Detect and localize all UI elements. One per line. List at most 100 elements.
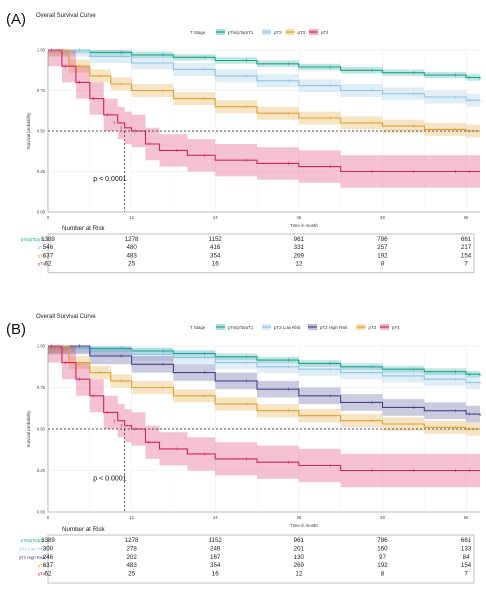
risk-row-label: pT2 High Risk [19, 555, 46, 560]
risk-cell: 25 [128, 261, 135, 268]
legend-item: pT3 [285, 29, 306, 35]
legend-label: pT3 [369, 325, 377, 330]
risk-cell: 201 [294, 545, 305, 552]
risk-cell: 786 [377, 236, 388, 243]
risk-row-label: pT3 [38, 253, 46, 258]
risk-cell: 1152 [209, 236, 223, 243]
risk-row-label: pT2 [38, 245, 46, 250]
confidence-band [48, 50, 480, 109]
risk-cell: 160 [377, 545, 388, 552]
x-tick-label: 60 [464, 215, 469, 220]
risk-cell: 167 [210, 554, 221, 561]
risk-cell: 130 [294, 554, 305, 561]
risk-cell: 1278 [125, 236, 139, 243]
risk-cell: 1389 [41, 537, 55, 544]
risk-cell: 483 [126, 252, 137, 259]
legend-label: pT4 [392, 325, 400, 330]
risk-cell: 25 [128, 571, 135, 578]
risk-cell: 661 [461, 537, 472, 544]
confidence-band [48, 346, 480, 391]
risk-cell: 1389 [41, 236, 55, 243]
x-tick-label: 36 [297, 215, 302, 220]
confidence-band [48, 346, 480, 488]
survival-curve [48, 345, 481, 385]
risk-cell: 257 [377, 244, 388, 251]
legend-title: T Stage [190, 30, 206, 35]
risk-table-frame [47, 233, 475, 274]
x-tick-label: 0 [47, 515, 50, 520]
y-tick-label: 0.00 [37, 510, 46, 515]
legend-item: pTis/pTa/pT1 [216, 29, 254, 35]
x-axis-label: Time in month [290, 523, 318, 528]
risk-cell: 1278 [125, 537, 139, 544]
risk-cell: 8 [381, 261, 385, 268]
x-tick-label: 36 [297, 515, 302, 520]
risk-row-label: pT4 [38, 572, 46, 577]
risk-cell: 483 [126, 562, 137, 569]
chart-title: Overall Survival Curve [36, 314, 96, 320]
p-value: p < 0.0001 [93, 475, 126, 482]
risk-cell: 202 [126, 554, 137, 561]
x-tick-label: 0 [47, 215, 50, 220]
risk-cell: 16 [212, 261, 219, 268]
risk-cell: 637 [43, 562, 54, 569]
legend-label: pT4 [321, 30, 329, 35]
x-tick-label: 24 [213, 215, 218, 220]
risk-cell: 269 [294, 252, 305, 259]
legend-item: pT2 High Risk [308, 324, 348, 330]
risk-cell: 480 [126, 244, 137, 251]
confidence-band [48, 346, 480, 436]
risk-cell: 7 [464, 261, 468, 268]
chart-panel-b: (B) Overall Survival Curve T Stage pTis/pTa… [6, 314, 481, 584]
x-axis-label: Time in month [290, 223, 318, 228]
risk-cell: 16 [212, 571, 219, 578]
risk-cell: 62 [45, 261, 52, 268]
risk-cell: 637 [43, 252, 54, 259]
survival-curve [48, 49, 480, 132]
risk-row-label: pT2 Low Risk [20, 546, 46, 551]
risk-cell: 12 [295, 261, 302, 268]
y-tick-label: 0.25 [37, 468, 46, 473]
legend-label: pT2 [274, 30, 282, 35]
risk-cell: 249 [210, 545, 221, 552]
risk-cell: 546 [43, 244, 54, 251]
risk-cell: 269 [294, 562, 305, 569]
risk-cell: 331 [294, 244, 305, 251]
legend-item: pTis/pTa/pT1 [216, 324, 254, 330]
legend-item: pT4 [309, 29, 329, 35]
legend-label: pTis/pTa/pT1 [228, 325, 254, 330]
risk-table-title: Number at Risk [62, 225, 106, 232]
risk-cell: 84 [463, 554, 470, 561]
y-tick-label: 0.50 [37, 129, 46, 134]
risk-cell: 354 [210, 562, 221, 569]
confidence-band [48, 50, 480, 83]
risk-cell: 661 [461, 236, 472, 243]
x-tick-label: 12 [129, 515, 134, 520]
legend-item: pT3 [356, 324, 377, 330]
risk-cell: 246 [43, 554, 54, 561]
risk-table-frame [47, 534, 475, 584]
chart-panel-a: (A) Overall Survival Curve T Stage pTis/pTa… [6, 11, 481, 274]
y-tick-label: 1.00 [37, 344, 46, 349]
risk-cell: 192 [377, 252, 388, 259]
legend-item: pT2 [262, 29, 282, 35]
confidence-band [48, 50, 480, 188]
risk-cell: 133 [461, 545, 472, 552]
y-tick-label: 0.75 [37, 385, 46, 390]
survival-curve [48, 49, 480, 173]
legend-label: pT3 [298, 30, 306, 35]
y-tick-label: 1.00 [37, 48, 46, 53]
legend-label: pT2 High Risk [320, 325, 348, 330]
survival-curve [48, 345, 480, 472]
risk-row-label: pT4 [38, 262, 46, 267]
confidence-band [48, 50, 480, 138]
risk-table-title: Number at Risk [62, 526, 106, 533]
y-tick-label: 0.50 [37, 427, 46, 432]
x-tick-label: 24 [213, 515, 218, 520]
x-tick-label: 12 [129, 215, 134, 220]
risk-cell: 154 [461, 252, 472, 259]
risk-cell: 8 [381, 571, 385, 578]
confidence-band [48, 346, 480, 424]
risk-cell: 278 [126, 545, 137, 552]
